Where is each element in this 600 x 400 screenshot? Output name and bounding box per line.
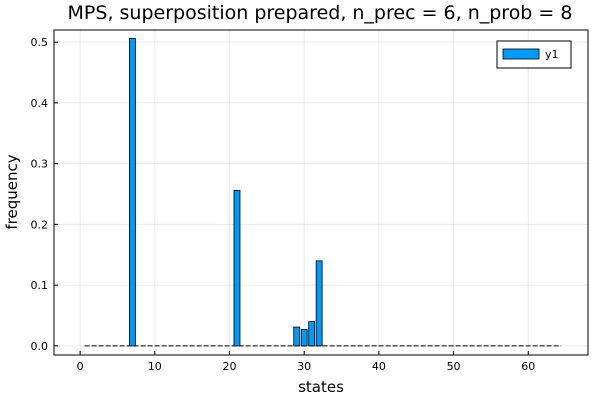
bar — [233, 189, 241, 347]
legend-swatch — [502, 48, 540, 60]
y-tick-label: 0.3 — [31, 158, 49, 171]
x-tick-label: 10 — [148, 360, 162, 373]
legend-label: y1 — [545, 48, 559, 61]
x-tick-label: 50 — [447, 360, 461, 373]
x-tick-label: 40 — [372, 360, 386, 373]
y-ticks: 0.0 0.1 0.2 0.3 0.4 0.5 — [31, 36, 58, 353]
x-ticks: 0 10 20 30 40 50 60 — [77, 351, 535, 373]
y-axis-label: frequency — [3, 154, 21, 229]
bar — [293, 326, 301, 347]
x-tick-label: 30 — [297, 360, 311, 373]
x-axis-label: states — [298, 378, 344, 396]
y-tick-label: 0.0 — [31, 340, 49, 353]
x-tick-label: 60 — [521, 360, 535, 373]
bars — [129, 38, 323, 347]
y-tick-label: 0.4 — [31, 97, 49, 110]
y-tick-label: 0.2 — [31, 218, 49, 231]
bar — [308, 321, 316, 347]
bar — [300, 329, 308, 347]
y-tick-label: 0.5 — [31, 36, 49, 49]
x-tick-label: 0 — [77, 360, 84, 373]
bar — [315, 260, 323, 347]
legend: y1 — [496, 40, 572, 69]
plot-area-frame — [53, 29, 589, 356]
x-tick-label: 20 — [223, 360, 237, 373]
y-tick-label: 0.1 — [31, 279, 49, 292]
bar — [129, 38, 136, 347]
chart-title: MPS, superposition prepared, n_prec = 6,… — [68, 2, 573, 24]
